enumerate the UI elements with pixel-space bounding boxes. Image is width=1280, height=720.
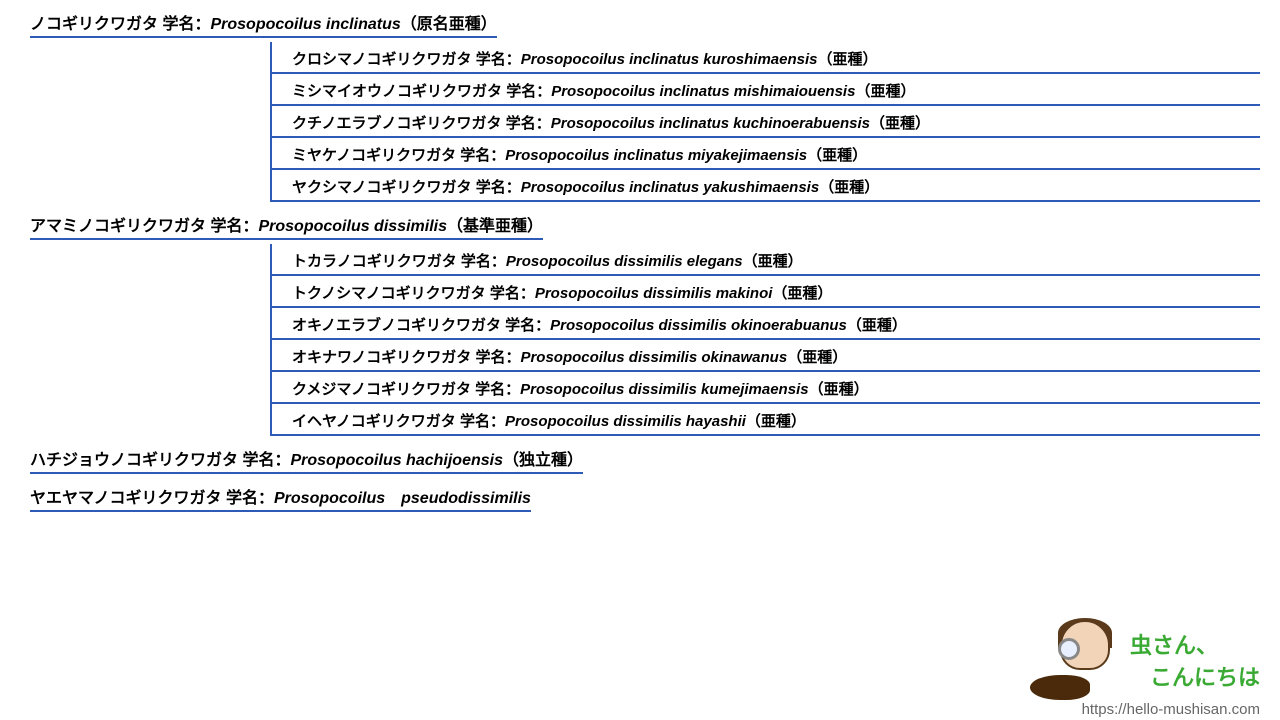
- subspecies-note: （亜種）: [807, 147, 867, 164]
- jp-name: ヤクシマノコギリクワガタ: [292, 179, 472, 196]
- species-group: ノコギリクワガタ 学名：Prosopocoilus inclinatus（原名亜…: [30, 10, 1260, 202]
- species-note: （原名亜種）: [401, 16, 497, 33]
- subspecies-list: トカラノコギリクワガタ 学名：Prosopocoilus dissimilis …: [270, 244, 1260, 436]
- subspecies-item: ミヤケノコギリクワガタ 学名：Prosopocoilus inclinatus …: [272, 138, 1260, 170]
- subspecies-note: （亜種）: [855, 83, 915, 100]
- site-logo: 虫さん、 こんにちは: [1030, 620, 1260, 700]
- sci-name: Prosopocoilus dissimilis kumejimaensis: [520, 381, 808, 398]
- logo-illustration: [1030, 620, 1120, 700]
- subspecies-item: イヘヤノコギリクワガタ 学名：Prosopocoilus dissimilis …: [272, 404, 1260, 436]
- sci-label: 学名：: [210, 218, 258, 235]
- subspecies-item: オキナワノコギリクワガタ 学名：Prosopocoilus dissimilis…: [272, 340, 1260, 372]
- sci-label: 学名：: [476, 179, 521, 196]
- jp-name: トクノシマノコギリクワガタ: [292, 285, 486, 302]
- sci-name: Prosopocoilus dissimilis: [258, 218, 447, 235]
- sci-name: Prosopocoilus inclinatus miyakejimaensis: [505, 147, 807, 164]
- sci-label: 学名：: [506, 83, 551, 100]
- jp-name: アマミノコギリクワガタ: [30, 218, 206, 235]
- subspecies-item: ヤクシマノコギリクワガタ 学名：Prosopocoilus inclinatus…: [272, 170, 1260, 202]
- subspecies-item: クメジマノコギリクワガタ 学名：Prosopocoilus dissimilis…: [272, 372, 1260, 404]
- sci-name: Prosopocoilus dissimilis okinawanus: [520, 349, 787, 366]
- species-group: ハチジョウノコギリクワガタ 学名：Prosopocoilus hachijoen…: [30, 446, 1260, 474]
- sci-name: Prosopocoilus dissimilis okinoerabuanus: [550, 317, 847, 334]
- subspecies-item: クチノエラブノコギリクワガタ 学名：Prosopocoilus inclinat…: [272, 106, 1260, 138]
- jp-name: オキノエラブノコギリクワガタ: [292, 317, 501, 334]
- subspecies-note: （亜種）: [847, 317, 907, 334]
- subspecies-note: （亜種）: [819, 179, 879, 196]
- logo-line-2: こんにちは: [1150, 660, 1260, 692]
- sci-name: Prosopocoilus inclinatus mishimaiouensis: [551, 83, 855, 100]
- sci-label: 学名：: [490, 285, 535, 302]
- subspecies-note: （亜種）: [746, 413, 806, 430]
- subspecies-item: ミシマイオウノコギリクワガタ 学名：Prosopocoilus inclinat…: [272, 74, 1260, 106]
- beetle-icon: [1030, 675, 1090, 700]
- logo-line-1: 虫さん、: [1130, 628, 1260, 660]
- jp-name: クメジマノコギリクワガタ: [292, 381, 471, 398]
- species-group: ヤエヤマノコギリクワガタ 学名：Prosopocoilus pseudodiss…: [30, 484, 1260, 512]
- jp-name: ハチジョウノコギリクワガタ: [30, 452, 238, 469]
- sci-label: 学名：: [162, 16, 210, 33]
- jp-name: クチノエラブノコギリクワガタ: [292, 115, 502, 132]
- sci-label: 学名：: [460, 147, 505, 164]
- subspecies-list: クロシマノコギリクワガタ 学名：Prosopocoilus inclinatus…: [270, 42, 1260, 202]
- sci-label: 学名：: [460, 413, 505, 430]
- sci-name: Prosopocoilus inclinatus kuroshimaensis: [521, 51, 818, 68]
- subspecies-item: クロシマノコギリクワガタ 学名：Prosopocoilus inclinatus…: [272, 42, 1260, 74]
- subspecies-item: オキノエラブノコギリクワガタ 学名：Prosopocoilus dissimil…: [272, 308, 1260, 340]
- sci-label: 学名：: [476, 51, 521, 68]
- sci-name: Prosopocoilus dissimilis makinoi: [535, 285, 773, 302]
- subspecies-note: （亜種）: [772, 285, 832, 302]
- subspecies-note: （亜種）: [870, 115, 930, 132]
- sci-name: Prosopocoilus inclinatus yakushimaensis: [521, 179, 819, 196]
- subspecies-note: （亜種）: [809, 381, 869, 398]
- sci-name: Prosopocoilus dissimilis hayashii: [505, 413, 746, 430]
- jp-name: クロシマノコギリクワガタ: [292, 51, 472, 68]
- subspecies-note: （亜種）: [787, 349, 847, 366]
- subspecies-note: （亜種）: [818, 51, 878, 68]
- sci-name: Prosopocoilus pseudodissimilis: [274, 490, 531, 507]
- species-group: アマミノコギリクワガタ 学名：Prosopocoilus dissimilis（…: [30, 212, 1260, 436]
- sci-name: Prosopocoilus dissimilis elegans: [506, 253, 743, 270]
- sci-name: Prosopocoilus inclinatus: [210, 16, 400, 33]
- subspecies-note: （亜種）: [743, 253, 803, 270]
- sci-label: 学名：: [226, 490, 274, 507]
- species-header: ハチジョウノコギリクワガタ 学名：Prosopocoilus hachijoen…: [30, 446, 583, 474]
- jp-name: ミヤケノコギリクワガタ: [292, 147, 456, 164]
- footer-url: https://hello-mushisan.com: [1082, 701, 1260, 718]
- jp-name: ノコギリクワガタ: [30, 16, 158, 33]
- species-header: ヤエヤマノコギリクワガタ 学名：Prosopocoilus pseudodiss…: [30, 484, 531, 512]
- species-note: （独立種）: [503, 452, 583, 469]
- species-header: アマミノコギリクワガタ 学名：Prosopocoilus dissimilis（…: [30, 212, 543, 240]
- taxonomy-tree: ノコギリクワガタ 学名：Prosopocoilus inclinatus（原名亜…: [0, 0, 1280, 512]
- subspecies-item: トカラノコギリクワガタ 学名：Prosopocoilus dissimilis …: [272, 244, 1260, 276]
- sci-name: Prosopocoilus hachijoensis: [290, 452, 503, 469]
- logo-text: 虫さん、 こんにちは: [1130, 628, 1260, 692]
- sci-label: 学名：: [475, 381, 520, 398]
- jp-name: オキナワノコギリクワガタ: [292, 349, 471, 366]
- sci-label: 学名：: [461, 253, 506, 270]
- species-note: （基準亜種）: [447, 218, 543, 235]
- subspecies-item: トクノシマノコギリクワガタ 学名：Prosopocoilus dissimili…: [272, 276, 1260, 308]
- sci-label: 学名：: [242, 452, 290, 469]
- sci-name: Prosopocoilus inclinatus kuchinoerabuens…: [551, 115, 870, 132]
- sci-label: 学名：: [505, 317, 550, 334]
- sci-label: 学名：: [506, 115, 551, 132]
- jp-name: ミシマイオウノコギリクワガタ: [292, 83, 502, 100]
- sci-label: 学名：: [475, 349, 520, 366]
- jp-name: ヤエヤマノコギリクワガタ: [30, 490, 222, 507]
- jp-name: イヘヤノコギリクワガタ: [292, 413, 456, 430]
- magnifier-icon: [1058, 638, 1080, 660]
- species-header: ノコギリクワガタ 学名：Prosopocoilus inclinatus（原名亜…: [30, 10, 497, 38]
- jp-name: トカラノコギリクワガタ: [292, 253, 457, 270]
